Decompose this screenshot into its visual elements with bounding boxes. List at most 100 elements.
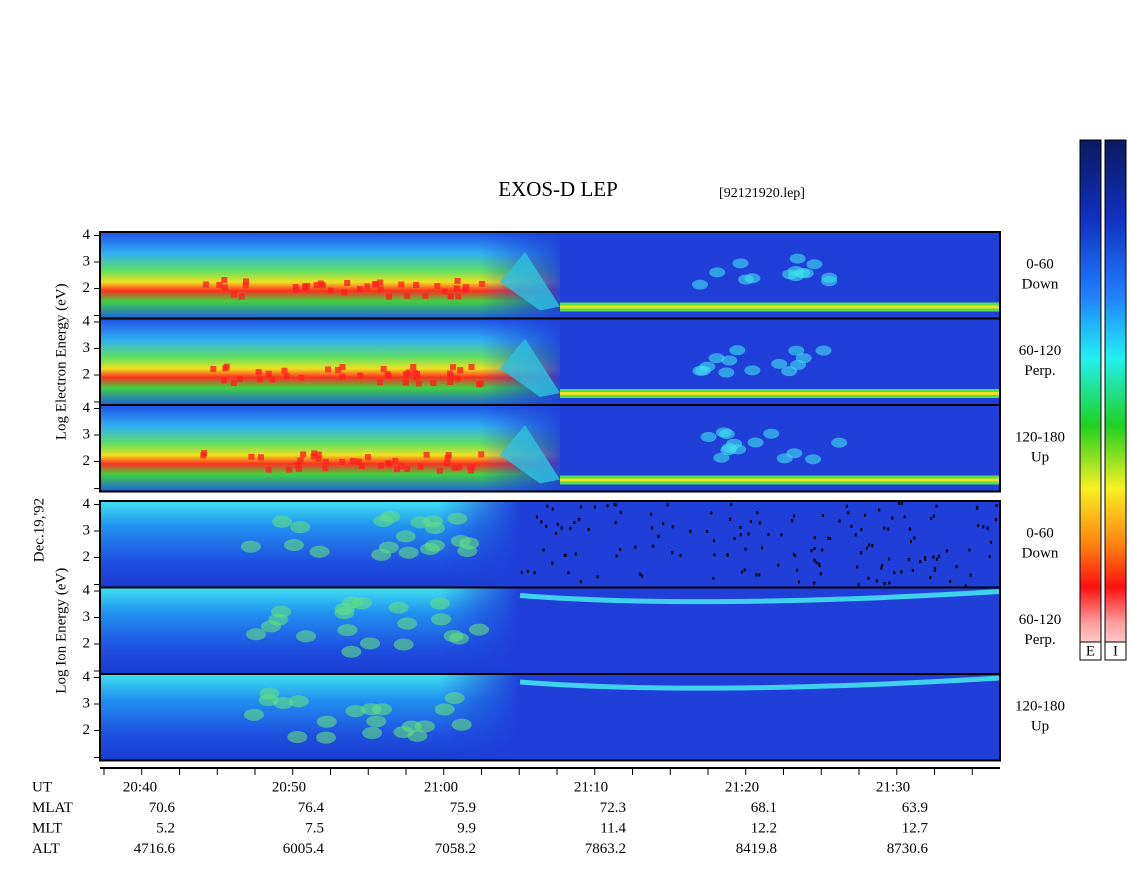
spectrogram-hot [298, 374, 305, 381]
spectrogram-hot [322, 458, 329, 465]
spectrogram-blob [729, 345, 746, 356]
spectrogram-noise [929, 576, 932, 580]
spectrogram-noise [919, 560, 922, 564]
spectrogram-noise [969, 573, 972, 577]
spectrogram-noise [614, 503, 617, 507]
spectrogram-hot [223, 363, 230, 370]
table-cell: 63.9 [902, 800, 928, 816]
spectrogram-hot [236, 375, 243, 382]
y-tick-label: 4 [83, 582, 91, 598]
spectrogram-hot [356, 286, 363, 293]
panel-label: Down [1022, 276, 1059, 292]
spectrogram-noise [897, 501, 900, 505]
spectrogram-blob [372, 703, 393, 716]
spectrogram-line-core [560, 478, 1000, 482]
spectrogram-hot [200, 452, 207, 459]
table-cell: 70.6 [149, 800, 176, 816]
table-cell: 75.9 [450, 800, 476, 816]
panel-label: 120-180 [1015, 698, 1065, 714]
spectrogram-hot [441, 288, 448, 295]
spectrogram-noise [615, 554, 618, 558]
table-cell: 12.7 [902, 820, 929, 836]
spectrogram-noise [856, 565, 859, 569]
spectrogram-noise [556, 522, 559, 526]
spectrogram-blob [240, 540, 261, 553]
spectrogram-blob [423, 515, 444, 528]
spectrogram-hot [412, 370, 419, 377]
spectrogram-noise [908, 558, 911, 562]
spectrogram-blob [309, 545, 330, 558]
y-tick-label: 3 [83, 695, 91, 711]
spectrogram-blob [434, 703, 455, 716]
color-bar [1104, 139, 1127, 661]
file-name: [92121920.lep] [719, 186, 805, 201]
color-bar-label: E [1086, 643, 1095, 659]
spectrogram-hot [283, 373, 290, 380]
spectrogram-noise [818, 562, 821, 566]
spectrogram-hot [394, 466, 401, 473]
panel-label: 60-120 [1019, 343, 1062, 359]
spectrogram-hot [445, 452, 452, 459]
spectrogram-noise [546, 504, 549, 508]
spectrogram-noise [594, 505, 597, 509]
spectrogram-noise [792, 552, 795, 556]
spectrogram-blob [788, 345, 805, 356]
spectrogram-hot [475, 381, 482, 388]
spectrogram-hot [322, 465, 329, 472]
spectrogram-noise [540, 520, 543, 524]
spectrogram-blob [469, 623, 490, 636]
spectrogram-blob [273, 696, 294, 709]
spectrogram-noise [560, 526, 563, 530]
spectrogram-hot [404, 292, 411, 299]
spectrogram-noise [526, 569, 529, 573]
spectrogram-noise [847, 511, 850, 515]
spectrogram-hot [413, 281, 420, 288]
spectrogram-noise [850, 524, 853, 528]
spectrogram-hot [478, 451, 485, 458]
spectrogram-noise [671, 551, 674, 555]
spectrogram-noise [829, 537, 832, 541]
spectrogram-noise [596, 575, 599, 579]
spectrogram-noise [606, 504, 609, 508]
spectrogram-hot [454, 277, 461, 284]
spectrogram-noise [739, 533, 742, 537]
spectrogram-hot [372, 281, 379, 288]
spectrogram-blob [831, 437, 848, 448]
spectrogram-noise [634, 545, 637, 549]
spectrogram-hot [377, 379, 384, 386]
table-cell: 7058.2 [435, 841, 476, 857]
spectrogram-noise [641, 574, 644, 578]
spectrogram-noise [733, 537, 736, 541]
spectrogram-blob [744, 273, 761, 284]
spectrogram-hot [355, 458, 362, 465]
spectrogram-hot [248, 453, 255, 460]
spectrogram-blob [316, 715, 337, 728]
spectrogram-noise [935, 504, 938, 508]
spectrogram-hot [468, 363, 475, 370]
table-cell: 5.2 [156, 820, 175, 836]
y-tick-label: 2 [83, 722, 91, 738]
spectrogram-noise [579, 505, 582, 509]
spectrogram-blob [786, 448, 803, 459]
spectrogram-hot [358, 462, 365, 469]
spectrogram-blob [782, 269, 799, 280]
spectrogram-noise [989, 540, 992, 544]
spectrogram-noise [854, 533, 857, 537]
table-cell: 8730.6 [887, 841, 929, 857]
spectrogram-blob [699, 361, 716, 372]
spectrogram-noise [730, 502, 733, 506]
spectrogram-noise [573, 521, 576, 525]
spectrogram-blob [283, 539, 304, 552]
panel-label: 120-180 [1015, 429, 1065, 445]
y-tick-label: 3 [83, 609, 91, 625]
spectrogram-noise [574, 552, 577, 556]
panel-label: Up [1031, 718, 1049, 734]
spectrogram-blob [345, 705, 366, 718]
spectrogram-noise [875, 579, 878, 583]
spectrogram-hot [451, 464, 458, 471]
y-tick-label: 2 [83, 280, 91, 296]
spectrogram-noise [744, 547, 747, 551]
spectrogram-blob [451, 718, 472, 731]
spectrogram-noise [935, 557, 938, 561]
